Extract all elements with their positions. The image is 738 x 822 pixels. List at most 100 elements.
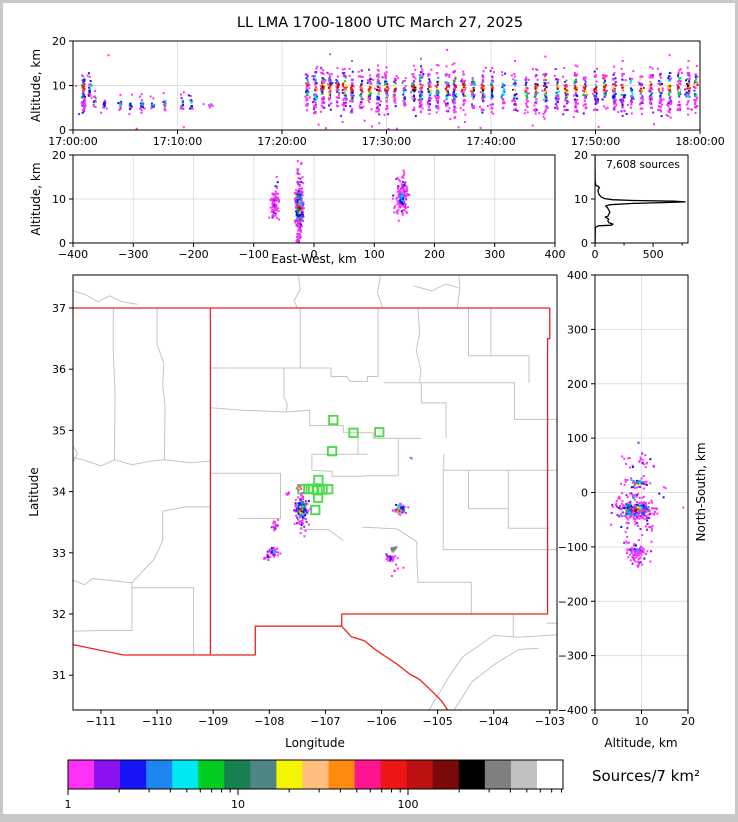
altitude-histogram-panel: 0 10 20 0 500 bbox=[574, 149, 689, 261]
histogram-ticks: 0 10 20 0 500 bbox=[574, 149, 683, 261]
svg-text:−107: −107 bbox=[310, 715, 340, 728]
colorbar-label: Sources/7 km² bbox=[592, 767, 700, 785]
colorbar: 1 10 100 bbox=[65, 759, 564, 811]
time-scatter-points bbox=[75, 48, 699, 130]
map-scatter-points bbox=[263, 456, 413, 577]
station-marker bbox=[313, 474, 324, 486]
svg-text:−105: −105 bbox=[422, 715, 452, 728]
ns-panel-ylabel: North-South, km bbox=[694, 442, 708, 541]
station-marker bbox=[348, 427, 359, 438]
svg-text:500: 500 bbox=[643, 248, 664, 261]
svg-text:200: 200 bbox=[424, 248, 445, 261]
ns-panel-xlabel: Altitude, km bbox=[604, 736, 677, 750]
svg-text:32: 32 bbox=[52, 608, 66, 621]
plan-view-map-panel: 31 32 33 34 35 36 37 −111 −110 −109 −108 −107 −106 −1… bbox=[52, 274, 565, 728]
svg-text:17:40:00: 17:40:00 bbox=[466, 135, 515, 148]
svg-text:−110: −110 bbox=[142, 715, 172, 728]
north-south-height-panel: 400 300 200 100 0 −100 −200 −300 −400 0 10 20 bbox=[558, 269, 695, 728]
figure-title: LL LMA 1700-1800 UTC March 27, 2025 bbox=[237, 15, 523, 31]
map-xlabel: Longitude bbox=[285, 736, 345, 750]
svg-text:−100: −100 bbox=[558, 541, 588, 554]
svg-text:0: 0 bbox=[581, 237, 588, 250]
svg-text:10: 10 bbox=[635, 715, 649, 728]
map-ticks: 31 32 33 34 35 36 37 −111 −110 −109 −108 −107 −106 −1… bbox=[52, 302, 565, 728]
svg-text:1: 1 bbox=[65, 798, 72, 811]
time-height-panel: 0 10 20 17:00:00 17:10:00 17:20:00 17:30:00 17:… bbox=[48, 35, 724, 148]
svg-text:0: 0 bbox=[592, 248, 599, 261]
ns-panel-grid bbox=[595, 275, 688, 710]
total-sources-annotation: 7,608 sources bbox=[606, 159, 680, 171]
state-borders bbox=[73, 307, 551, 710]
svg-text:400: 400 bbox=[545, 248, 566, 261]
svg-text:−200: −200 bbox=[178, 248, 208, 261]
histogram-curve bbox=[595, 155, 686, 243]
ew-scatter-points bbox=[268, 160, 411, 243]
svg-text:300: 300 bbox=[484, 248, 505, 261]
svg-text:400: 400 bbox=[567, 269, 588, 282]
svg-text:300: 300 bbox=[567, 323, 588, 336]
svg-text:10: 10 bbox=[52, 80, 66, 93]
svg-text:−103: −103 bbox=[535, 715, 565, 728]
svg-text:0: 0 bbox=[311, 248, 318, 261]
svg-text:17:10:00: 17:10:00 bbox=[153, 135, 202, 148]
station-marker bbox=[323, 484, 334, 495]
svg-text:34: 34 bbox=[52, 486, 66, 499]
svg-text:0: 0 bbox=[59, 237, 66, 250]
svg-text:100: 100 bbox=[398, 798, 419, 811]
svg-text:−111: −111 bbox=[86, 715, 116, 728]
ns-scatter-points bbox=[610, 441, 685, 568]
svg-text:17:50:00: 17:50:00 bbox=[571, 135, 620, 148]
map-ylabel: Latitude bbox=[27, 467, 41, 516]
panel-border bbox=[72, 274, 558, 711]
svg-text:−100: −100 bbox=[239, 248, 269, 261]
east-west-height-panel: 0 10 20 −400 −300 −200 −100 0 100 200 300 400 bbox=[52, 149, 566, 261]
svg-text:100: 100 bbox=[364, 248, 385, 261]
ns-panel-ticks: 400 300 200 100 0 −100 −200 −300 −400 0 10 20 bbox=[558, 269, 695, 728]
svg-text:20: 20 bbox=[574, 149, 588, 162]
time-panel-ylabel: Altitude, km bbox=[29, 49, 43, 122]
svg-text:−400: −400 bbox=[58, 248, 88, 261]
colorbar-ticks: 1 10 100 bbox=[65, 789, 563, 811]
svg-text:100: 100 bbox=[567, 432, 588, 445]
svg-text:37: 37 bbox=[52, 302, 66, 315]
svg-text:10: 10 bbox=[52, 193, 66, 206]
svg-text:−108: −108 bbox=[254, 715, 284, 728]
svg-text:10: 10 bbox=[574, 193, 588, 206]
ew-panel-xlabel: East-West, km bbox=[271, 252, 357, 266]
county-borders bbox=[73, 275, 557, 710]
svg-text:10: 10 bbox=[231, 798, 245, 811]
svg-text:0: 0 bbox=[592, 715, 599, 728]
lma-stations bbox=[297, 414, 385, 516]
svg-text:17:20:00: 17:20:00 bbox=[257, 135, 306, 148]
svg-text:0: 0 bbox=[581, 487, 588, 500]
svg-text:35: 35 bbox=[52, 424, 66, 437]
svg-text:17:30:00: 17:30:00 bbox=[362, 135, 411, 148]
svg-text:0: 0 bbox=[59, 124, 66, 137]
svg-text:−106: −106 bbox=[366, 715, 396, 728]
svg-text:−104: −104 bbox=[479, 715, 509, 728]
station-marker bbox=[328, 414, 339, 426]
svg-text:17:00:00: 17:00:00 bbox=[48, 135, 97, 148]
svg-text:−300: −300 bbox=[558, 650, 588, 663]
svg-text:36: 36 bbox=[52, 363, 66, 376]
station-marker bbox=[312, 485, 323, 496]
station-marker bbox=[374, 427, 385, 438]
station-marker bbox=[326, 446, 338, 457]
svg-text:18:00:00: 18:00:00 bbox=[675, 135, 724, 148]
station-marker bbox=[312, 492, 324, 503]
svg-text:−200: −200 bbox=[558, 595, 588, 608]
svg-text:20: 20 bbox=[681, 715, 695, 728]
time-panel-ticks: 0 10 20 17:00:00 17:10:00 17:20:00 17:30:00 17:… bbox=[48, 35, 724, 148]
svg-text:200: 200 bbox=[567, 378, 588, 391]
ew-panel-ticks: 0 10 20 −400 −300 −200 −100 0 100 200 300 400 bbox=[52, 149, 566, 261]
svg-text:20: 20 bbox=[52, 149, 66, 162]
ew-panel-grid bbox=[73, 155, 555, 243]
svg-text:20: 20 bbox=[52, 35, 66, 48]
ew-panel-ylabel: Altitude, km bbox=[29, 162, 43, 235]
svg-text:33: 33 bbox=[52, 547, 66, 560]
svg-text:−300: −300 bbox=[118, 248, 148, 261]
station-marker bbox=[310, 504, 321, 516]
